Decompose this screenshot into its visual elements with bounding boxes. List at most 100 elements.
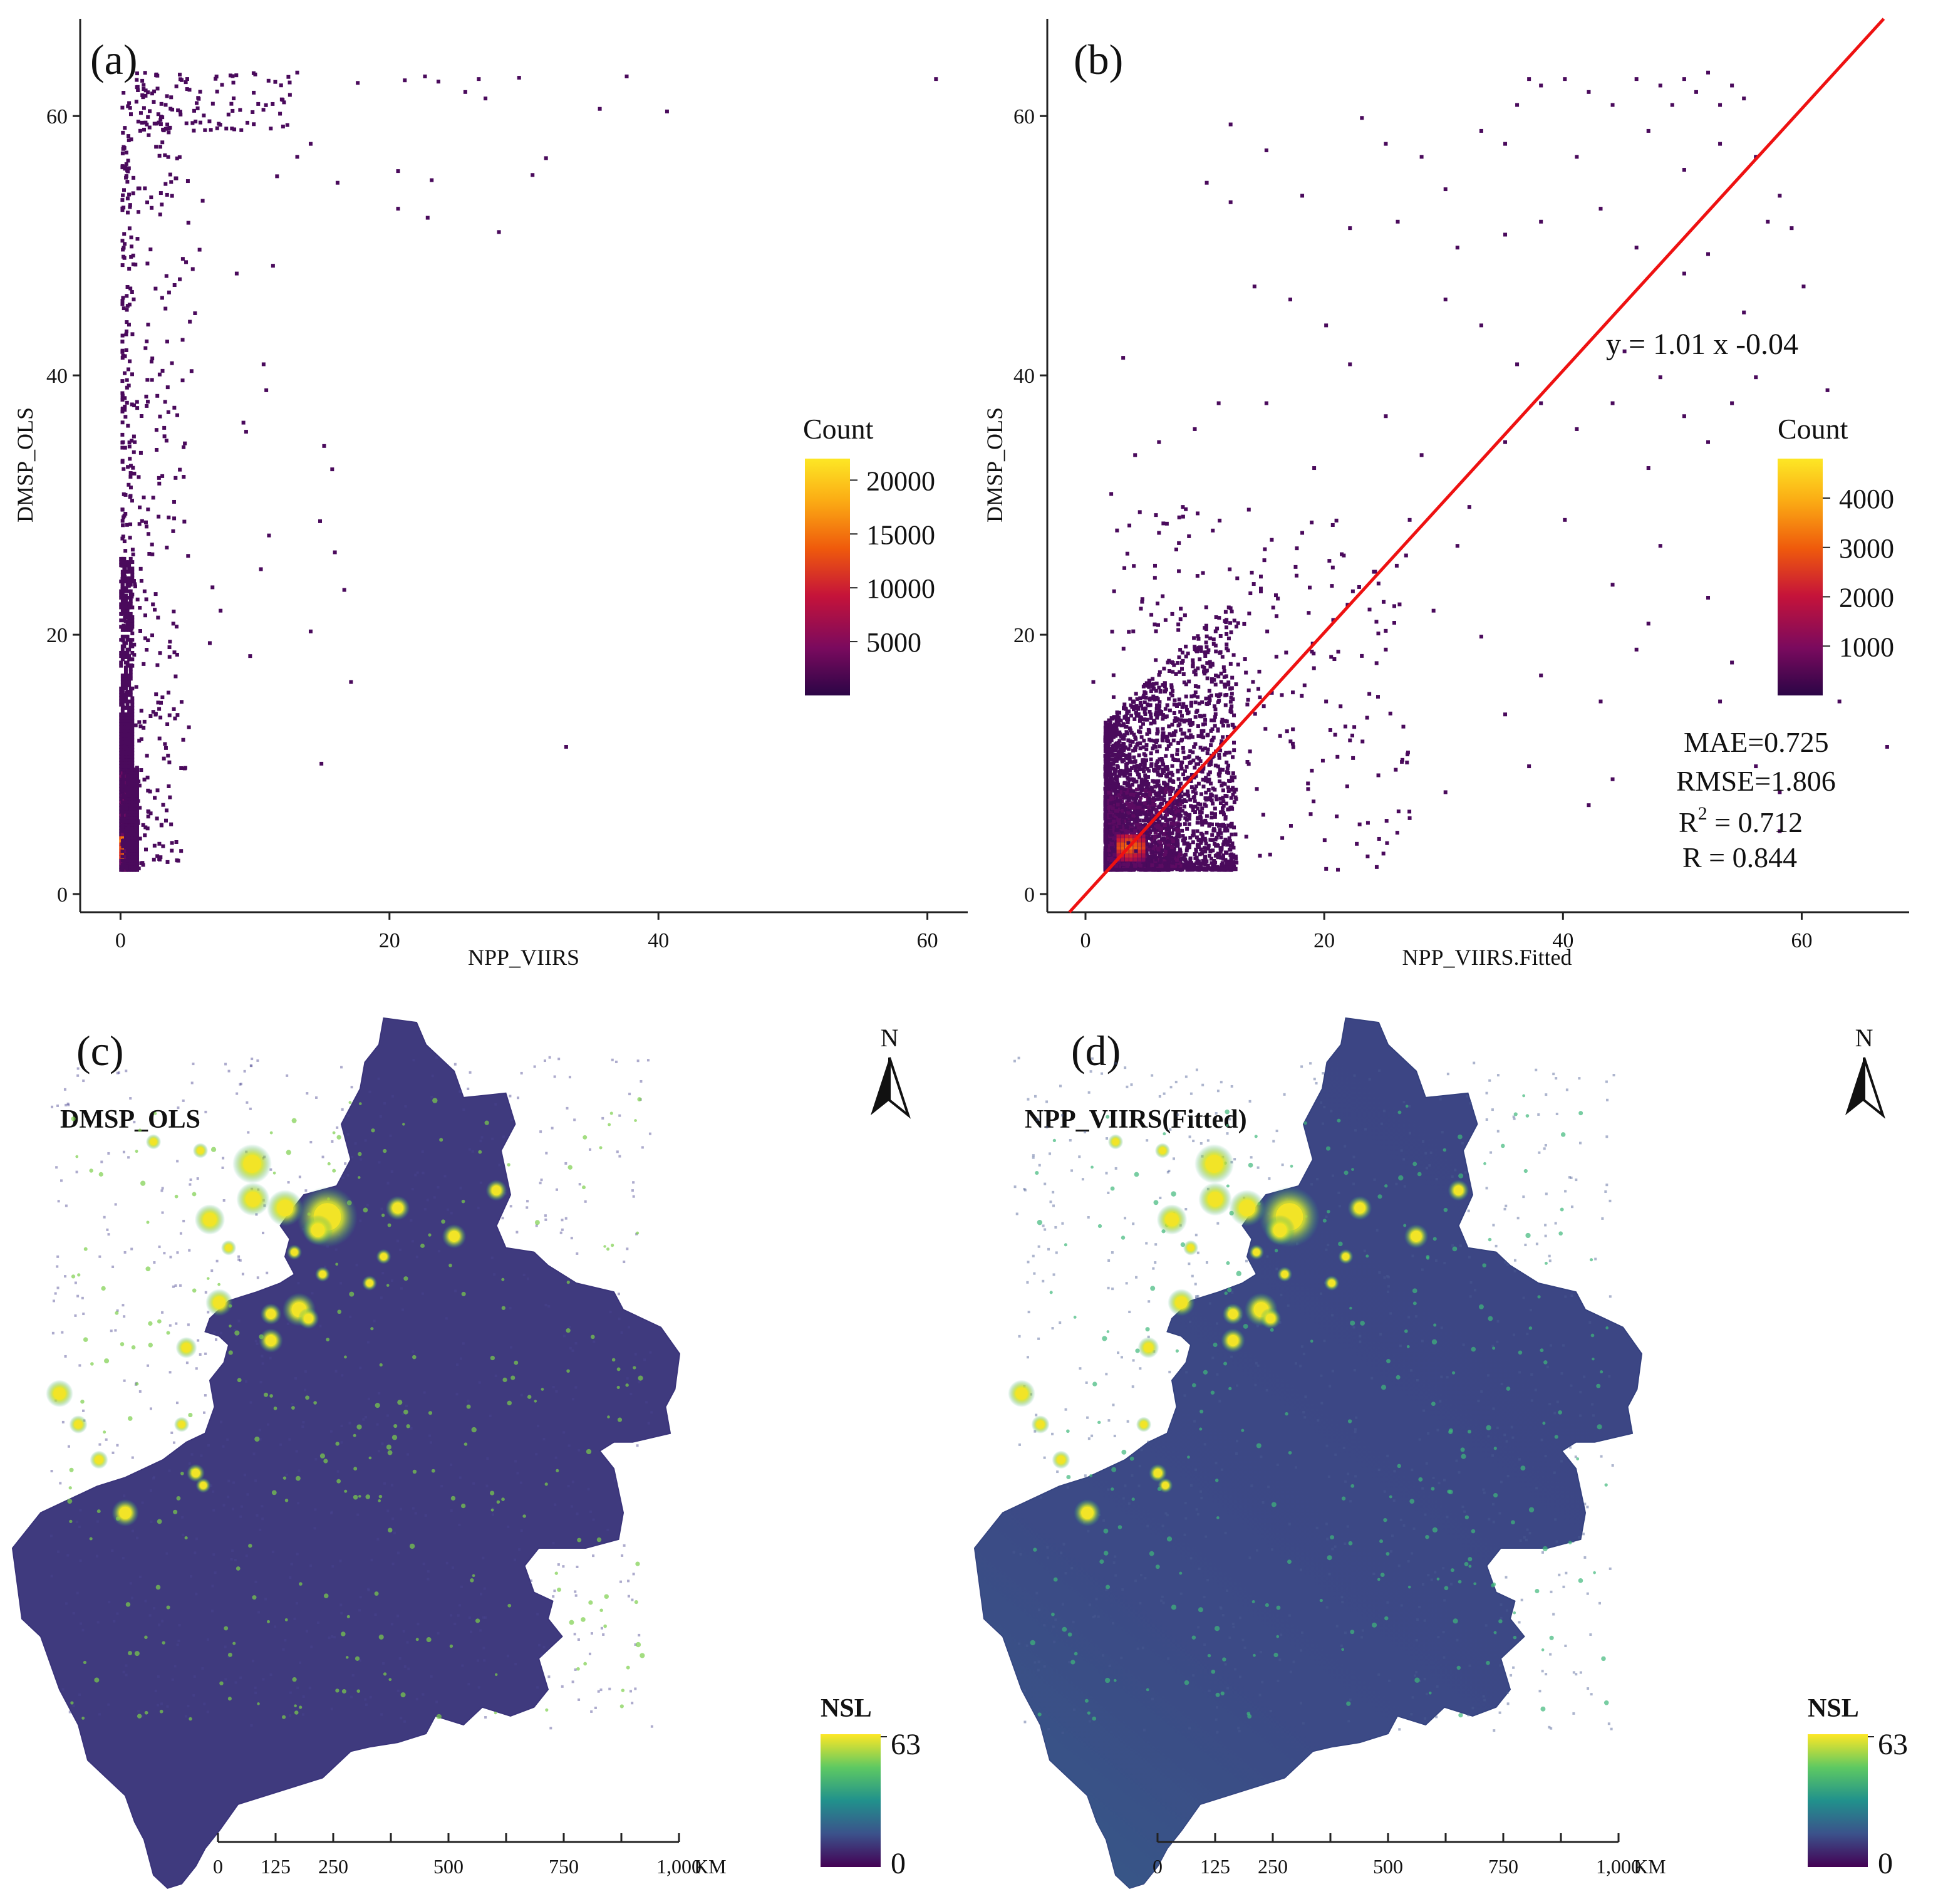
panel-b-point: [1136, 809, 1140, 814]
panel-a-point: [183, 766, 187, 770]
panel-a-point: [122, 145, 126, 149]
panel-b-point: [1147, 819, 1151, 824]
panel-b-point: [1137, 853, 1141, 858]
panel-b-point: [1213, 682, 1218, 687]
panel-b-point: [1213, 812, 1218, 816]
panel-a-y-tick-label: 0: [57, 883, 68, 907]
panel-b-x-tick-label: 20: [1313, 929, 1335, 952]
panel-a-point: [123, 725, 127, 729]
panel-a-point: [188, 320, 192, 324]
panel-a-point: [121, 353, 125, 358]
panel-b-point: [1159, 831, 1163, 835]
panel-b-point: [1135, 814, 1139, 819]
panel-b-point: [1150, 840, 1154, 844]
panel-a-point: [333, 550, 337, 554]
panel-a-point: [165, 860, 170, 864]
panel-b-point: [1108, 814, 1112, 818]
panel-a-point: [168, 172, 172, 177]
panel-a-point: [120, 507, 125, 512]
panel-b-point: [1131, 789, 1136, 793]
panel-b-point: [1226, 789, 1231, 793]
panel-a-point: [120, 558, 125, 563]
panel-b-point: [1110, 867, 1114, 871]
panel-b-point: [1148, 817, 1152, 821]
panel-a-point: [128, 693, 133, 697]
panel-a-point: [130, 605, 135, 610]
panel-a-point: [122, 91, 126, 95]
panel-b-point: [1190, 804, 1194, 809]
panel-b-point: [1116, 850, 1121, 854]
panel-b-point: [1119, 743, 1124, 747]
panel-a-point: [158, 855, 163, 860]
panel-b-point: [1161, 832, 1166, 836]
panel-b-point: [1133, 858, 1137, 862]
panel-b-point: [1225, 625, 1229, 630]
panel-b-point: [1191, 789, 1195, 794]
panel-a-point: [180, 338, 185, 342]
panel-b-point: [1199, 847, 1203, 851]
panel-a-point: [130, 719, 135, 723]
panel-a-point: [130, 560, 135, 564]
panel-b-point: [1171, 670, 1175, 674]
panel-b-point: [1109, 738, 1114, 742]
panel-b-point: [1196, 762, 1201, 766]
panel-b-point: [1225, 865, 1230, 870]
panel-a-point: [497, 230, 501, 234]
panel-b-point: [1132, 700, 1136, 704]
panel-b-point: [1189, 760, 1193, 764]
panel-a-point: [286, 75, 291, 79]
panel-b-point: [1158, 840, 1163, 845]
panel-b-point: [1151, 821, 1156, 826]
panel-b-point: [1129, 766, 1134, 771]
panel-a-point: [234, 73, 239, 78]
panel-b-point: [1206, 863, 1210, 868]
panel-b-point: [1116, 750, 1121, 754]
panel-a-point: [132, 653, 137, 657]
panel-b-point: [1228, 700, 1233, 704]
panel-a-point: [141, 95, 145, 100]
panel-b-point: [1103, 838, 1107, 842]
panel-a-point: [120, 460, 125, 464]
panel-a-point: [172, 405, 177, 410]
panel-a-point: [122, 467, 126, 471]
panel-a-point: [120, 164, 125, 169]
panel-b-point: [1199, 648, 1203, 653]
panel-b-point: [1104, 783, 1109, 788]
panel-a-point: [150, 356, 155, 361]
panel-b-point: [1168, 852, 1173, 856]
panel-b-point: [1195, 756, 1199, 760]
panel-a-point: [150, 91, 154, 96]
panel-a-point: [123, 242, 127, 246]
panel-b-point: [1218, 796, 1223, 801]
panel-b-point: [1112, 743, 1116, 747]
panel-b-point: [1112, 771, 1117, 776]
panel-b-point: [1144, 681, 1149, 685]
panel-b-point: [1141, 788, 1145, 792]
panel-b-point: [1222, 840, 1226, 845]
panel-b-point: [1219, 831, 1223, 835]
panel-b-point: [1194, 762, 1199, 766]
panel-a-point: [139, 414, 143, 419]
panel-b-point: [1151, 719, 1156, 724]
panel-a-point: [121, 638, 125, 643]
panel-b-point: [1124, 853, 1129, 858]
panel-a-point: [174, 625, 179, 629]
panel-b-point: [1113, 748, 1117, 752]
panel-b-point: [1218, 770, 1222, 774]
panel-a-point: [120, 592, 125, 596]
panel-b-point: [1124, 823, 1128, 828]
panel-b-point: [1103, 747, 1107, 751]
panel-b-point: [1104, 830, 1108, 834]
panel-a-point: [140, 93, 145, 98]
panel-b-point: [1113, 726, 1117, 731]
panel-a-point: [138, 806, 142, 810]
panel-a-point: [143, 636, 147, 640]
panel-a-point: [396, 207, 400, 211]
panel-b-point: [1141, 842, 1146, 846]
panel-a-point: [178, 277, 182, 281]
panel-a-point: [148, 109, 152, 113]
panel-b-point: [1196, 865, 1201, 870]
panel-b-point: [1109, 796, 1114, 800]
panel-b-point: [1127, 821, 1131, 826]
panel-b-point: [1126, 717, 1130, 721]
